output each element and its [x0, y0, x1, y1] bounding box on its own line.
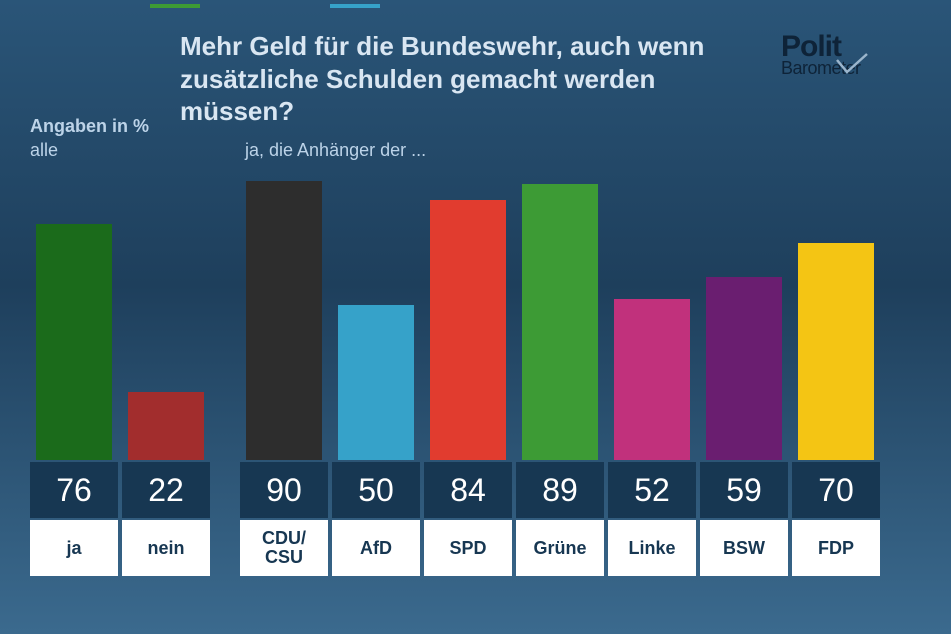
chart-title: Mehr Geld für die Bundeswehr, auch wenn … [180, 30, 740, 128]
label-box: Linke [608, 520, 696, 576]
label-line-1: Grüne [533, 539, 586, 558]
label-line-1: Linke [628, 539, 675, 558]
bar-slot [30, 170, 118, 460]
label-box: Grüne [516, 520, 604, 576]
group-alle: 76 ja 22 nein [30, 170, 210, 604]
bar [706, 277, 782, 460]
label-line-1: FDP [818, 539, 854, 558]
label-line-1: nein [147, 539, 184, 558]
value-box: 70 [792, 462, 880, 518]
bar-column: 70 FDP [792, 170, 880, 604]
bar-slot [332, 170, 420, 460]
label-line-1: ja [66, 539, 81, 558]
label-box: nein [122, 520, 210, 576]
bar-column: 52 Linke [608, 170, 696, 604]
label-box: FDP [792, 520, 880, 576]
bar [128, 392, 204, 460]
value-box: 50 [332, 462, 420, 518]
bar-slot [792, 170, 880, 460]
bar-slot [608, 170, 696, 460]
bar-column: 84 SPD [424, 170, 512, 604]
label-box: SPD [424, 520, 512, 576]
logo-checkmark-icon [835, 52, 869, 76]
value-box: 59 [700, 462, 788, 518]
bar [246, 181, 322, 460]
bar-column: 50 AfD [332, 170, 420, 604]
subtitle-angaben: Angaben in % [30, 116, 921, 137]
title-line-1: Mehr Geld für die Bundeswehr, auch wenn [180, 31, 704, 61]
top-accent-strip [150, 4, 200, 8]
value-box: 90 [240, 462, 328, 518]
label-line-1: CDU/ [262, 529, 306, 548]
bar-column: 76 ja [30, 170, 118, 604]
subtitle-ja-anhaenger: ja, die Anhänger der ... [245, 140, 426, 161]
bar-slot [424, 170, 512, 460]
bar-slot [516, 170, 604, 460]
bar [522, 184, 598, 460]
subtitle-alle: alle [30, 140, 58, 161]
value-box: 22 [122, 462, 210, 518]
bar [36, 224, 112, 460]
label-box: BSW [700, 520, 788, 576]
label-box: CDU/CSU [240, 520, 328, 576]
value-box: 89 [516, 462, 604, 518]
bar-slot [122, 170, 210, 460]
subtitle-row: Angaben in % alle ja, die Anhänger der .… [30, 116, 921, 137]
bar-slot [700, 170, 788, 460]
group-parties: 90CDU/CSU50AfD84SPD89Grüne52Linke59BSW70… [240, 170, 921, 604]
bar [614, 299, 690, 460]
politbarometer-logo: Polit Barometer [781, 30, 921, 79]
bar-column: 22 nein [122, 170, 210, 604]
top-accent-strip [330, 4, 380, 8]
bar [430, 200, 506, 460]
header: Mehr Geld für die Bundeswehr, auch wenn … [180, 30, 921, 128]
label-box: ja [30, 520, 118, 576]
label-box: AfD [332, 520, 420, 576]
label-line-1: BSW [723, 539, 765, 558]
bar-column: 89 Grüne [516, 170, 604, 604]
label-line-1: AfD [360, 539, 392, 558]
bar-slot [240, 170, 328, 460]
bar-column: 59 BSW [700, 170, 788, 604]
bar [338, 305, 414, 460]
bar [798, 243, 874, 460]
label-line-1: SPD [449, 539, 486, 558]
value-box: 76 [30, 462, 118, 518]
value-box: 84 [424, 462, 512, 518]
value-box: 52 [608, 462, 696, 518]
charts-area: 76ja22nein 90CDU/CSU50AfD84SPD89Grüne52L… [30, 170, 921, 604]
bar-column: 90CDU/CSU [240, 170, 328, 604]
label-line-2: CSU [265, 548, 303, 567]
